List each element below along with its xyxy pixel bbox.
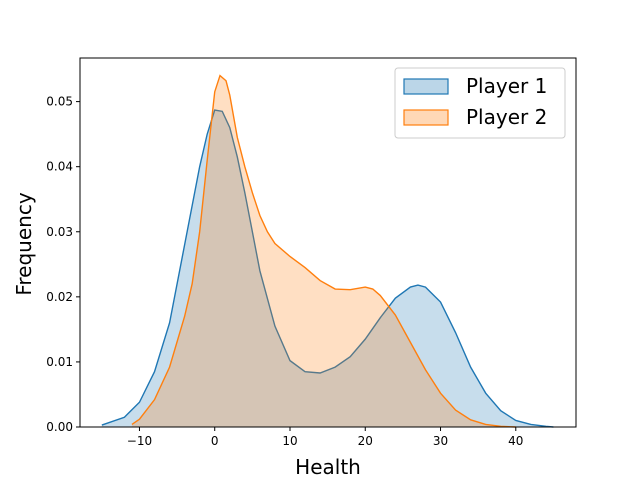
legend-swatch-player-1 bbox=[403, 78, 449, 95]
player-2-density-line bbox=[131, 74, 516, 428]
player-1-density-area bbox=[101, 110, 554, 427]
x-tick-label: −10 bbox=[127, 434, 152, 448]
y-tick-label: 0.02 bbox=[46, 290, 73, 304]
x-tick-label: 10 bbox=[282, 434, 297, 448]
x-axis: −10 0 10 20 30 40 bbox=[127, 427, 523, 448]
x-axis-label: Health bbox=[295, 455, 361, 479]
y-axis-label: Frequency bbox=[12, 192, 36, 295]
player-2-density-area bbox=[131, 75, 516, 427]
y-tick-label: 0.05 bbox=[46, 95, 73, 109]
x-tick-label: 20 bbox=[358, 434, 373, 448]
legend-swatch-player-2 bbox=[403, 109, 449, 126]
legend-label-player-2: Player 2 bbox=[466, 105, 547, 129]
y-tick-label: 0.04 bbox=[46, 160, 73, 174]
x-tick-label: 0 bbox=[211, 434, 219, 448]
legend: Player 1 Player 2 bbox=[394, 67, 566, 139]
plot-series bbox=[101, 74, 554, 428]
y-tick-label: 0.01 bbox=[46, 355, 73, 369]
legend-label-player-1: Player 1 bbox=[466, 74, 547, 98]
y-tick-label: 0.00 bbox=[46, 420, 73, 434]
legend-box bbox=[394, 67, 566, 139]
x-tick-label: 40 bbox=[508, 434, 523, 448]
x-tick-label: 30 bbox=[433, 434, 448, 448]
y-tick-label: 0.03 bbox=[46, 225, 73, 239]
y-axis: 0.00 0.01 0.02 0.03 0.04 0.05 bbox=[46, 95, 80, 434]
player-1-density-line bbox=[101, 109, 554, 428]
plot-frame bbox=[79, 57, 577, 428]
